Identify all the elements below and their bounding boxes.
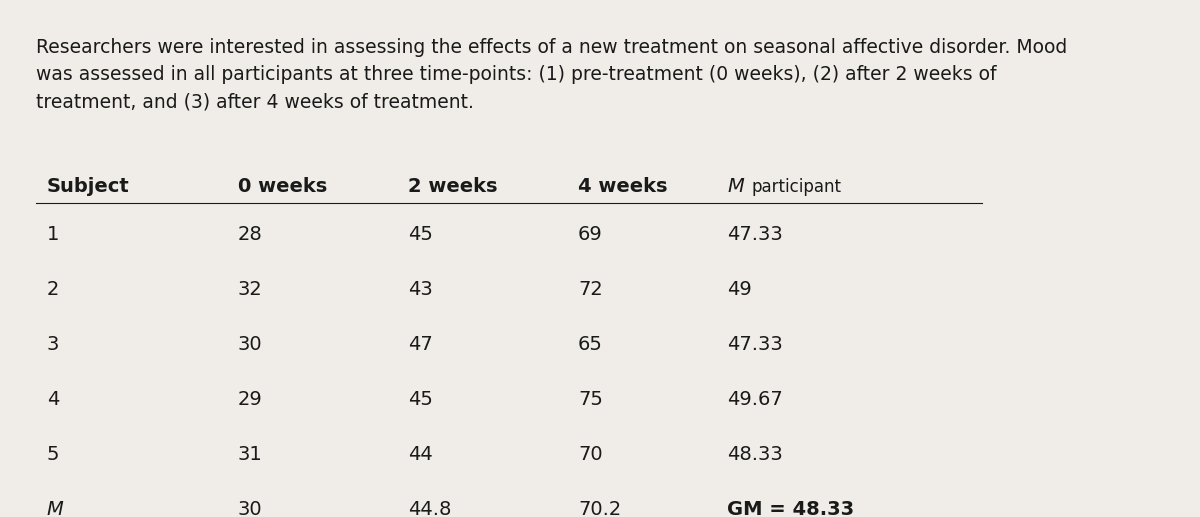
Text: 47: 47: [408, 334, 433, 354]
Text: 4 weeks: 4 weeks: [578, 177, 667, 196]
Text: 0 weeks: 0 weeks: [238, 177, 328, 196]
Text: 49: 49: [727, 280, 751, 299]
Text: 45: 45: [408, 390, 433, 409]
Text: 70: 70: [578, 445, 602, 464]
Text: 75: 75: [578, 390, 602, 409]
Text: 65: 65: [578, 334, 602, 354]
Text: 49.67: 49.67: [727, 390, 782, 409]
Text: 2 weeks: 2 weeks: [408, 177, 498, 196]
Text: 3: 3: [47, 334, 59, 354]
Text: 72: 72: [578, 280, 602, 299]
Text: 1: 1: [47, 224, 59, 244]
Text: participant: participant: [751, 178, 841, 196]
Text: 4: 4: [47, 390, 59, 409]
Text: 44: 44: [408, 445, 433, 464]
Text: 29: 29: [238, 390, 263, 409]
Text: 45: 45: [408, 224, 433, 244]
Text: Researchers were interested in assessing the effects of a new treatment on seaso: Researchers were interested in assessing…: [36, 38, 1067, 111]
Text: 43: 43: [408, 280, 433, 299]
Text: $M$: $M$: [727, 177, 745, 196]
Text: 47.33: 47.33: [727, 224, 782, 244]
Text: 32: 32: [238, 280, 263, 299]
Text: 30: 30: [238, 334, 263, 354]
Text: 31: 31: [238, 445, 263, 464]
Text: 48.33: 48.33: [727, 445, 782, 464]
Text: 69: 69: [578, 224, 602, 244]
Text: 70.2: 70.2: [578, 500, 622, 517]
Text: 2: 2: [47, 280, 59, 299]
Text: 5: 5: [47, 445, 59, 464]
Text: 30: 30: [238, 500, 263, 517]
Text: 44.8: 44.8: [408, 500, 451, 517]
Text: Subject: Subject: [47, 177, 130, 196]
Text: 28: 28: [238, 224, 263, 244]
Text: M: M: [47, 500, 64, 517]
Text: GM = 48.33: GM = 48.33: [727, 500, 854, 517]
Text: 47.33: 47.33: [727, 334, 782, 354]
